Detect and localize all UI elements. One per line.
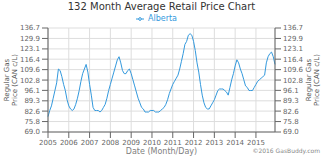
svg-text:129.9: 129.9 [20,35,40,43]
svg-text:136.7: 136.7 [20,24,40,32]
svg-text:82.6: 82.6 [24,108,40,116]
html-text:Alberta: Alberta [148,14,177,23]
svg-text:2009: 2009 [122,139,140,147]
svg-text:102.8: 102.8 [20,77,40,85]
svg-text:116.4: 116.4 [283,56,304,64]
svg-text:123.1: 123.1 [283,45,303,53]
svg-text:123.1: 123.1 [20,45,40,53]
svg-text:136.7: 136.7 [283,24,303,32]
svg-text:89.3: 89.3 [283,97,299,105]
svg-text:2015: 2015 [247,139,265,147]
svg-text:75.8: 75.8 [24,118,40,126]
svg-text:2007: 2007 [81,139,99,147]
svg-text:116.4: 116.4 [20,56,41,64]
svg-text:2005: 2005 [39,139,57,147]
svg-text:2010: 2010 [143,139,161,147]
svg-text:129.9: 129.9 [283,35,303,43]
svg-text:75.8: 75.8 [283,118,299,126]
svg-text:109.6: 109.6 [283,66,304,74]
svg-text:102.8: 102.8 [283,77,303,85]
html-text:132 Month Average Retail Price: 132 Month Average Retail Price Chart [67,1,256,12]
svg-text:2013: 2013 [205,139,223,147]
svg-text:Regular GasPrice (CAN c/L): Regular GasPrice (CAN c/L) [8,54,19,106]
svg-text:2006: 2006 [60,139,78,147]
svg-text:96.1: 96.1 [283,87,299,95]
svg-text:69.0: 69.0 [24,128,40,136]
svg-text:2011: 2011 [164,139,182,147]
html-text:©2016 GasBuddy.com: ©2016 GasBuddy.com [252,147,320,154]
svg-text:89.3: 89.3 [24,97,40,105]
svg-text:2012: 2012 [185,139,203,147]
svg-text:Date (Month/Day): Date (Month/Day) [126,147,197,156]
svg-text:2008: 2008 [101,139,119,147]
svg-text:96.1: 96.1 [24,87,40,95]
svg-text:82.6: 82.6 [283,108,299,116]
svg-text:109.6: 109.6 [20,66,41,74]
svg-text:2014: 2014 [226,139,244,147]
svg-text:Regular GasPrice (CAN c/L): Regular GasPrice (CAN c/L) [305,54,315,106]
svg-text:69.0: 69.0 [283,128,299,136]
